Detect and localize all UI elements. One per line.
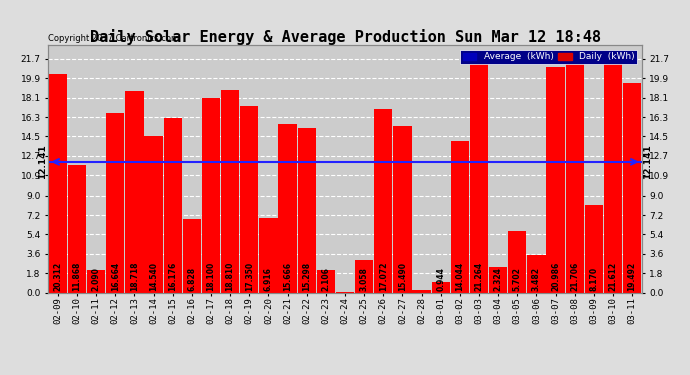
Text: 17.350: 17.350 [245, 262, 254, 291]
Text: 15.490: 15.490 [398, 262, 407, 291]
Bar [393, 126, 411, 292]
Bar [604, 60, 622, 292]
Text: 21.612: 21.612 [609, 262, 618, 291]
Text: 14.044: 14.044 [455, 262, 464, 291]
Bar [87, 270, 106, 292]
Bar [183, 219, 201, 292]
Bar [106, 113, 124, 292]
Bar [279, 124, 297, 292]
Text: 19.492: 19.492 [628, 262, 637, 291]
Bar [584, 205, 603, 292]
Bar [297, 128, 316, 292]
Text: Copyright 2017 Cartronics.com: Copyright 2017 Cartronics.com [48, 33, 179, 42]
Bar [566, 59, 584, 292]
Text: 6.828: 6.828 [188, 267, 197, 291]
Bar [451, 141, 469, 292]
Text: 12.141: 12.141 [39, 144, 48, 179]
Text: 18.718: 18.718 [130, 261, 139, 291]
Text: 20.312: 20.312 [53, 262, 62, 291]
Text: 3.058: 3.058 [359, 267, 368, 291]
Bar [49, 74, 67, 292]
Text: 0.944: 0.944 [436, 267, 445, 291]
Text: 18.810: 18.810 [226, 261, 235, 291]
Text: 15.298: 15.298 [302, 262, 311, 291]
Text: 2.324: 2.324 [493, 267, 502, 291]
Text: 16.176: 16.176 [168, 262, 177, 291]
Text: 3.482: 3.482 [532, 267, 541, 291]
Bar [527, 255, 546, 292]
Text: 21.706: 21.706 [570, 262, 579, 291]
Text: 8.170: 8.170 [589, 267, 598, 291]
Bar [144, 136, 163, 292]
Bar [317, 270, 335, 292]
Bar [432, 282, 450, 292]
Text: 20.986: 20.986 [551, 262, 560, 291]
Bar [489, 267, 507, 292]
Bar [509, 231, 526, 292]
Text: 2.106: 2.106 [322, 267, 331, 291]
Bar [259, 218, 277, 292]
Bar [355, 260, 373, 292]
Text: 2.090: 2.090 [92, 267, 101, 291]
Text: 6.916: 6.916 [264, 267, 273, 291]
Title: Daily Solar Energy & Average Production Sun Mar 12 18:48: Daily Solar Energy & Average Production … [90, 29, 600, 45]
Text: 21.264: 21.264 [475, 262, 484, 291]
Text: 12.141: 12.141 [642, 144, 651, 179]
Text: 18.100: 18.100 [206, 262, 215, 291]
Text: 16.664: 16.664 [111, 262, 120, 291]
Legend: Average  (kWh), Daily  (kWh): Average (kWh), Daily (kWh) [460, 50, 637, 64]
Text: 5.702: 5.702 [513, 267, 522, 291]
Bar [221, 90, 239, 292]
Bar [413, 290, 431, 292]
Bar [126, 91, 144, 292]
Bar [240, 106, 258, 292]
Bar [470, 64, 488, 292]
Text: 15.666: 15.666 [283, 262, 292, 291]
Bar [68, 165, 86, 292]
Text: 11.868: 11.868 [72, 261, 81, 291]
Bar [202, 98, 220, 292]
Text: 14.540: 14.540 [149, 262, 158, 291]
Bar [164, 118, 182, 292]
Bar [623, 83, 641, 292]
Bar [546, 67, 564, 292]
Bar [374, 109, 393, 292]
Text: 17.072: 17.072 [379, 261, 388, 291]
